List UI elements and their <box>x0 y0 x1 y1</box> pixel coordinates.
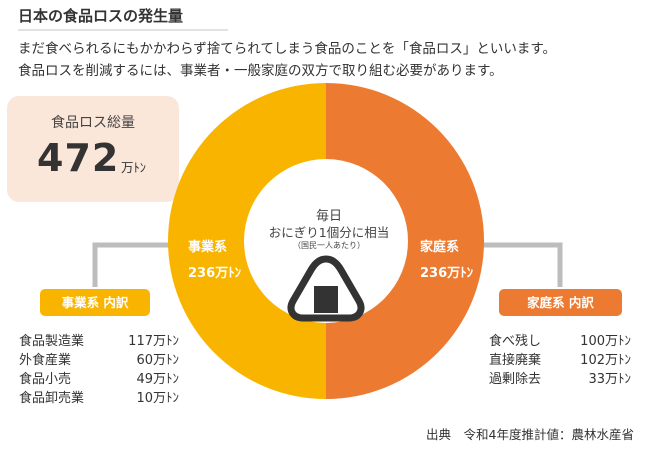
breakdown-row: 直接廃棄 102万ﾄﾝ <box>489 349 631 368</box>
slice-value-business: 236万ﾄﾝ <box>188 266 242 281</box>
breakdown-list-household: 食べ残し 100万ﾄﾝ 直接廃棄 102万ﾄﾝ 過剰除去 33万ﾄﾝ <box>489 330 631 387</box>
breakdown-item-name: 食品小売 <box>19 372 72 387</box>
breakdown-item-name: 直接廃棄 <box>489 353 542 368</box>
title-underline <box>18 29 228 31</box>
slice-label-household: 家庭系 <box>420 240 460 255</box>
onigiri-icon <box>287 255 365 322</box>
source-note: 出典 令和4年度推計値：農林水産省 <box>426 427 634 442</box>
slice-label-business: 事業系 <box>188 240 228 255</box>
breakdown-item-value: 10万ﾄﾝ <box>136 391 179 406</box>
total-loss-label: 食品ロス総量 <box>51 115 135 131</box>
breakdown-item-name: 食べ残し <box>489 334 542 349</box>
breakdown-row: 食品卸売業 10万ﾄﾝ <box>19 387 179 406</box>
page-title: 日本の食品ロスの発生量 <box>18 7 184 25</box>
breakdown-row: 外食産業 60万ﾄﾝ <box>19 349 179 368</box>
total-loss-value: 472 <box>37 136 120 180</box>
breakdown-list-business: 食品製造業 117万ﾄﾝ 外食産業 60万ﾄﾝ 食品小売 49万ﾄﾝ 食品卸売業 10万ﾄﾝ <box>19 330 179 406</box>
intro-line-2: 食品ロスを削減するには、事業者・一般家庭の双方で取り組む必要があります。 <box>18 63 503 79</box>
center-line-2: おにぎり1個分に相当 <box>268 225 390 240</box>
breakdown-item-value: 102万ﾄﾝ <box>580 353 631 368</box>
center-line-3: （国民一人あたり） <box>293 241 365 250</box>
intro-line-1: まだ食べられるにもかかわらず捨てられてしまう食品のことを「食品ロス」といいます。 <box>18 41 556 57</box>
breakdown-title-business: 事業系 内訳 <box>40 289 150 316</box>
connector-business <box>92 242 178 287</box>
breakdown-item-name: 食品製造業 <box>19 334 85 349</box>
breakdown-item-value: 60万ﾄﾝ <box>136 353 179 368</box>
breakdown-item-name: 食品卸売業 <box>19 391 85 406</box>
breakdown-item-value: 49万ﾄﾝ <box>136 372 179 387</box>
breakdown-row: 食品製造業 117万ﾄﾝ <box>19 330 179 349</box>
breakdown-row: 食品小売 49万ﾄﾝ <box>19 368 179 387</box>
breakdown-item-name: 過剰除去 <box>489 372 542 387</box>
breakdown-title-household: 家庭系 内訳 <box>499 289 622 316</box>
slice-value-household: 236万ﾄﾝ <box>420 266 474 281</box>
breakdown-row: 過剰除去 33万ﾄﾝ <box>489 368 631 387</box>
intro-text: まだ食べられるにもかかわらず捨てられてしまう食品のことを「食品ロス」といいます。… <box>18 38 638 82</box>
total-loss-card: 食品ロス総量 472 万ﾄﾝ <box>7 96 179 202</box>
breakdown-item-name: 外食産業 <box>19 353 72 368</box>
breakdown-row: 食べ残し 100万ﾄﾝ <box>489 330 631 349</box>
total-loss-unit: 万ﾄﾝ <box>121 160 147 175</box>
donut-hole <box>244 159 408 323</box>
connector-household <box>474 242 563 287</box>
center-line-1: 毎日 <box>315 209 342 224</box>
breakdown-item-value: 100万ﾄﾝ <box>580 334 631 349</box>
breakdown-item-value: 33万ﾄﾝ <box>588 372 631 387</box>
breakdown-item-value: 117万ﾄﾝ <box>128 334 179 349</box>
